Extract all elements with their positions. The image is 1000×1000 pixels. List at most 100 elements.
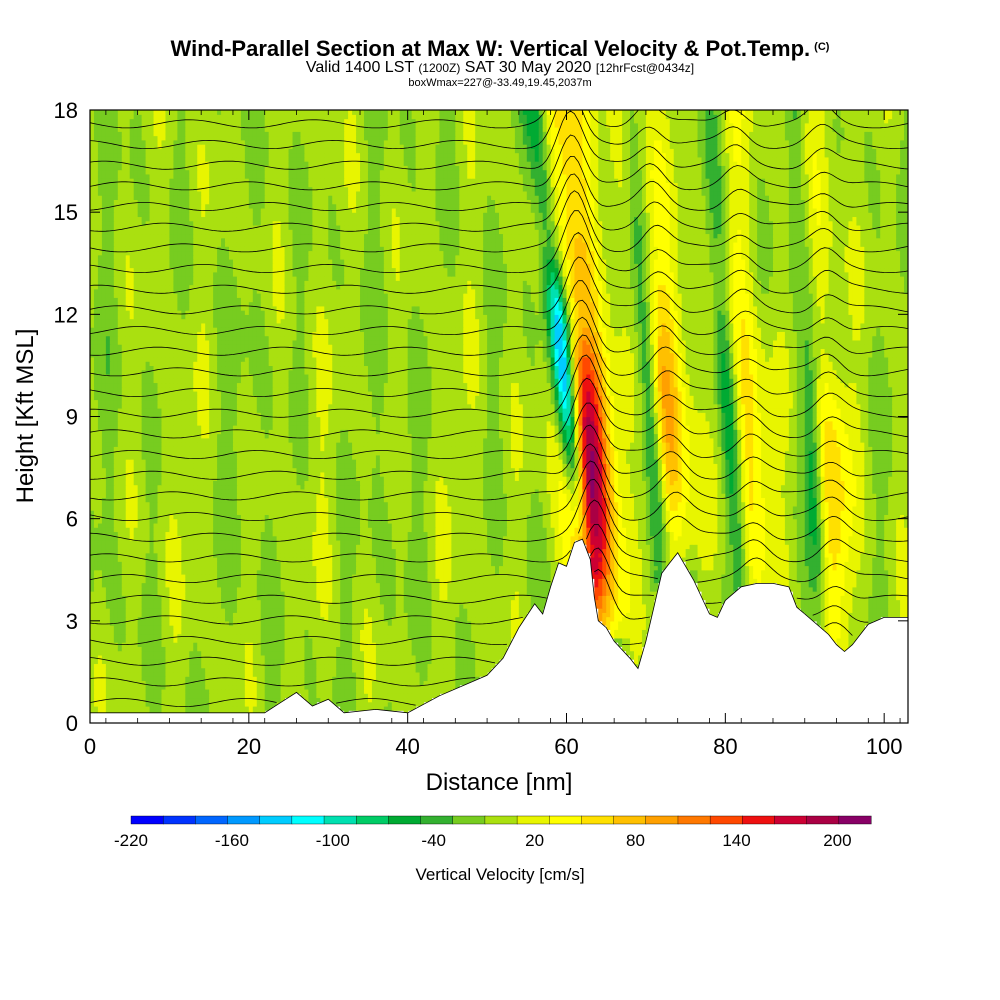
velocity-cell [483,629,488,634]
velocity-cell [122,685,127,690]
velocity-cell [634,642,639,647]
velocity-cell [273,625,278,630]
velocity-cell [257,685,262,690]
velocity-cell [114,702,119,707]
velocity-cell [384,672,389,677]
velocity-cell [158,685,163,690]
velocity-cell [285,646,290,651]
velocity-cell [467,625,472,630]
velocity-cell [118,646,123,651]
velocity-cell [197,685,202,690]
velocity-cell [622,638,627,643]
velocity-cell [165,689,170,694]
velocity-cell [261,655,266,660]
velocity-cell [201,685,206,690]
velocity-cell [158,625,163,630]
velocity-cell [146,642,151,647]
velocity-cell [94,625,99,630]
velocity-cell [293,651,298,656]
velocity-cell [241,625,246,630]
velocity-cell [273,655,278,660]
velocity-cell [106,668,111,673]
velocity-cell [606,621,611,626]
velocity-cell [265,621,270,626]
velocity-cell [118,680,123,685]
velocity-cell [257,693,262,698]
velocity-cell [122,646,127,651]
velocity-cell [257,668,262,673]
velocity-cell [404,625,409,630]
velocity-cell [487,625,492,630]
velocity-cell [435,689,440,694]
velocity-cell [320,685,325,690]
velocity-cell [300,621,305,626]
velocity-cell [296,655,301,660]
velocity-cell [356,672,361,677]
velocity-cell [197,663,202,668]
velocity-cell [265,672,270,677]
velocity-cell [165,655,170,660]
velocity-cell [328,672,333,677]
velocity-cell [285,642,290,647]
velocity-cell [110,702,115,707]
velocity-cell [304,629,309,634]
velocity-cell [467,629,472,634]
velocity-cell [312,676,317,681]
velocity-cell [428,638,433,643]
velocity-cell [316,689,321,694]
velocity-cell [352,668,357,673]
velocity-cell [110,689,115,694]
velocity-cell [209,668,214,673]
velocity-cell [154,680,159,685]
velocity-cell [348,646,353,651]
velocity-cell [356,646,361,651]
velocity-cell [150,663,155,668]
velocity-cell [249,634,254,639]
velocity-cell [483,634,488,639]
velocity-cell [150,646,155,651]
velocity-cell [249,646,254,651]
velocity-cell [158,672,163,677]
velocity-cell [312,642,317,647]
velocity-cell [320,668,325,673]
velocity-cell [102,689,107,694]
velocity-cell [296,629,301,634]
velocity-cell [110,685,115,690]
velocity-cell [308,672,313,677]
velocity-cell [138,625,143,630]
velocity-cell [273,693,278,698]
velocity-cell [384,638,389,643]
velocity-cell [102,680,107,685]
velocity-cell [316,651,321,656]
velocity-cell [233,693,238,698]
velocity-cell [432,638,437,643]
velocity-cell [94,672,99,677]
velocity-cell [293,663,298,668]
velocity-cell [424,676,429,681]
velocity-cell [618,629,623,634]
velocity-cell [209,625,214,630]
velocity-cell [316,685,321,690]
velocity-cell [360,663,365,668]
velocity-cell [412,629,417,634]
velocity-cell [181,646,186,651]
velocity-cell [443,634,448,639]
velocity-cell [424,693,429,698]
velocity-cell [134,629,139,634]
velocity-cell [499,646,504,651]
velocity-cell [181,638,186,643]
velocity-cell [447,672,452,677]
velocity-cell [483,651,488,656]
velocity-cell [281,646,286,651]
velocity-cell [261,625,266,630]
velocity-cell [122,702,127,707]
velocity-cell [400,651,405,656]
velocity-cell [233,642,238,647]
velocity-cell [154,646,159,651]
velocity-cell [213,685,218,690]
velocity-cell [142,646,147,651]
velocity-cell [165,672,170,677]
velocity-cell [150,634,155,639]
velocity-cell [150,625,155,630]
velocity-cell [340,625,345,630]
